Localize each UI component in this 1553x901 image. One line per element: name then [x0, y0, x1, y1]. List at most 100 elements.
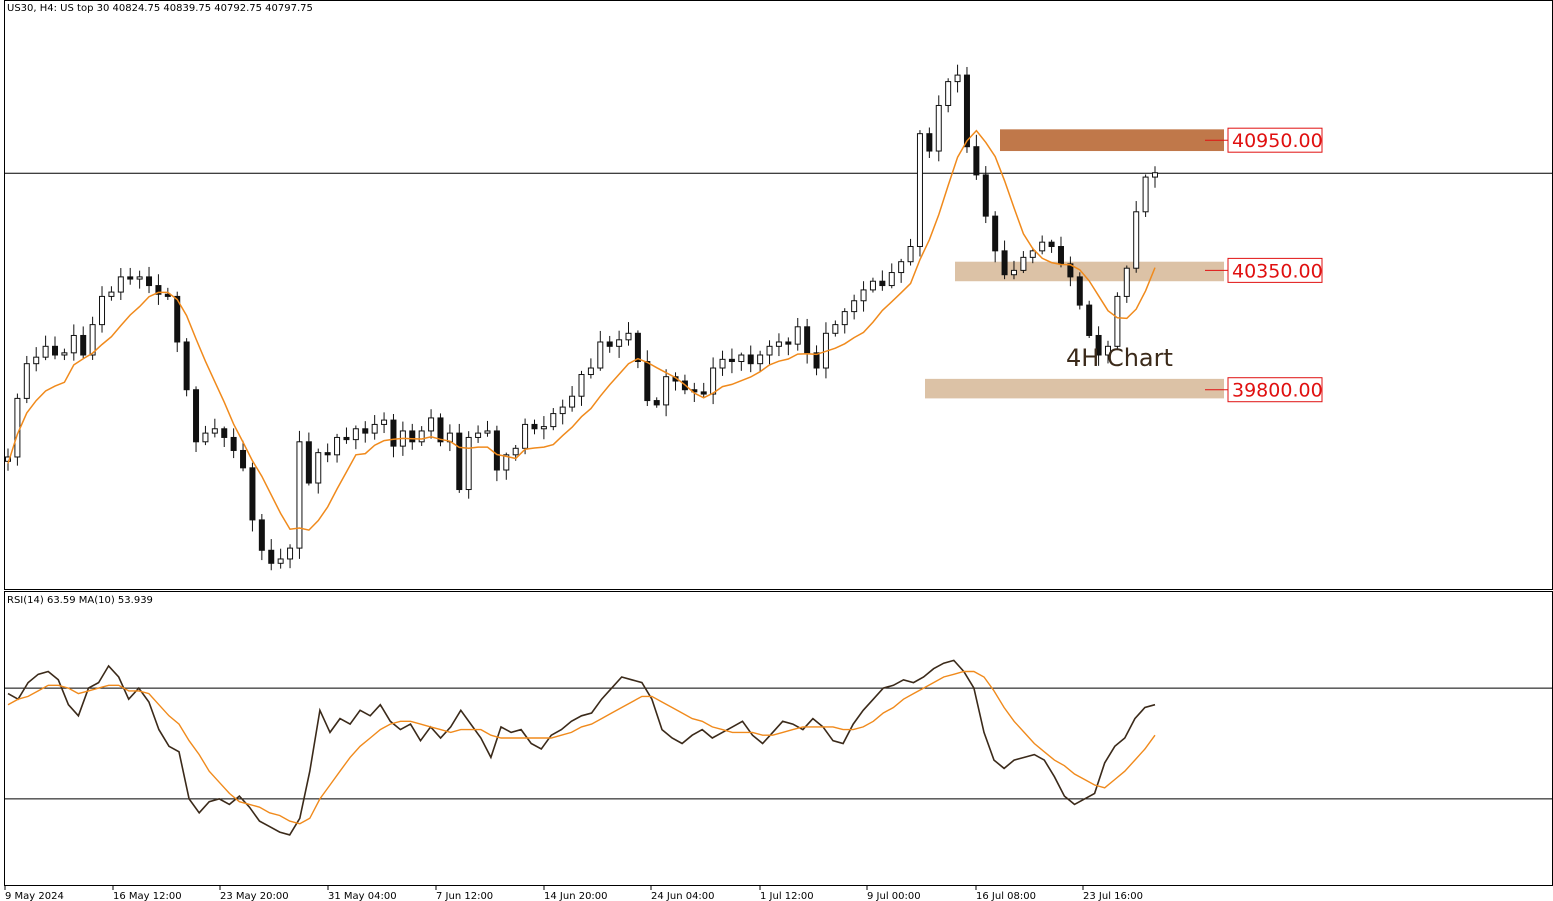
symbol-info: US30, H4: US top 30 40824.75 40839.75 40…: [7, 3, 313, 14]
candle-body: [522, 423, 529, 449]
candle-body: [606, 341, 613, 347]
candle-body: [945, 81, 952, 106]
candle-body: [954, 74, 961, 83]
candle-body: [418, 430, 425, 443]
rsi-ma-line: [7, 670, 1156, 825]
candle-body: [1001, 250, 1008, 276]
candle-body: [569, 395, 576, 408]
candle-body: [117, 276, 124, 293]
candle-body: [193, 389, 200, 443]
candle-body: [42, 345, 49, 358]
candle-body: [258, 519, 265, 551]
level-label-40350.00: 40350.00: [1232, 260, 1323, 282]
moving-average-line: [7, 129, 1156, 531]
candle-body: [503, 454, 510, 471]
candle-body: [1152, 172, 1158, 178]
candle-body: [1067, 263, 1074, 278]
candle-body: [249, 467, 256, 521]
candle-body: [804, 326, 811, 354]
zone-39800.00: [925, 378, 1224, 399]
rsi-title: RSI(14) 63.59 MA(10) 53.939: [7, 595, 153, 606]
candle-body: [653, 400, 660, 406]
candle-body: [268, 549, 275, 564]
candle-body: [14, 397, 21, 458]
level-label-box: [1227, 257, 1323, 283]
candle-body: [136, 276, 143, 280]
x-tick-label: 24 Jun 04:00: [651, 891, 715, 901]
candle-body: [916, 133, 923, 248]
x-tick-label: 14 Jun 20:00: [544, 891, 608, 901]
candle-body: [1086, 304, 1093, 336]
candle-body: [1142, 176, 1149, 213]
candle-body: [992, 215, 999, 252]
candle-body: [493, 430, 500, 471]
candle-body: [540, 426, 547, 430]
zone-40350.00: [955, 261, 1224, 282]
rsi-panel-frame: [4, 591, 1553, 886]
candle-body: [371, 423, 378, 434]
candle-body: [973, 146, 980, 176]
candle-body: [164, 293, 171, 297]
candle-body: [1010, 269, 1017, 276]
candle-body: [550, 413, 557, 428]
candle-body: [277, 558, 284, 564]
main-panel-frame: [4, 0, 1553, 590]
candle-body: [409, 430, 416, 443]
candle-body: [1104, 345, 1111, 356]
candle-body: [841, 311, 848, 326]
candle-body: [127, 276, 134, 280]
candle-body: [785, 341, 792, 345]
candle-body: [230, 436, 237, 451]
chart-annotation: 4H Chart: [1066, 344, 1173, 372]
candle-body: [240, 449, 247, 469]
candle-body: [202, 432, 209, 443]
candle-body: [1039, 241, 1046, 252]
candle-body: [832, 324, 839, 334]
candle-body: [221, 428, 228, 438]
candle-body: [465, 436, 472, 491]
candle-body: [879, 280, 886, 287]
candle-body: [296, 441, 303, 549]
candle-body: [1095, 334, 1102, 356]
level-label-box: [1227, 127, 1323, 153]
candle-body: [982, 174, 989, 217]
candle-body: [475, 432, 482, 438]
candle-body: [634, 332, 641, 363]
level-labels: 40950.00 40350.00 39800.00: [1205, 127, 1323, 403]
candle-body: [155, 285, 162, 295]
candle-body: [1133, 211, 1140, 269]
candle-body: [108, 291, 115, 297]
candle-body: [578, 374, 585, 397]
candle-body: [728, 358, 735, 363]
candle-body: [381, 419, 388, 425]
candle-body: [1123, 267, 1130, 297]
candle-body: [813, 352, 820, 369]
candle-body: [963, 74, 970, 148]
candle-body: [597, 341, 604, 369]
x-axis: 9 May 2024 16 May 12:00 23 May 20:00 31 May…: [4, 886, 1143, 901]
candle-body: [1048, 241, 1055, 248]
level-label-40950.00: 40950.00: [1232, 130, 1323, 152]
candle-body: [926, 133, 933, 152]
candle-body: [860, 289, 867, 302]
candle-body: [663, 376, 670, 406]
zone-40950.00: [1000, 129, 1224, 152]
x-tick-label: 9 Jul 00:00: [867, 891, 921, 901]
candle-body: [33, 356, 40, 365]
candle-body: [352, 428, 359, 441]
candle-body: [625, 332, 632, 341]
candle-body: [719, 358, 726, 369]
x-tick-label: 7 Jun 12:00: [436, 891, 493, 901]
candle-body: [61, 352, 68, 356]
candle-body: [23, 363, 30, 399]
x-tick-label: 23 May 20:00: [220, 891, 289, 901]
candle-body: [747, 354, 754, 365]
x-tick-label: 31 May 04:00: [328, 891, 397, 901]
candle-body: [738, 354, 745, 363]
candle-body: [898, 261, 905, 274]
rsi-line: [7, 659, 1156, 836]
candle-body: [1029, 250, 1036, 258]
candle-body: [512, 447, 519, 456]
candle-body: [644, 361, 651, 402]
candle-body: [907, 246, 914, 263]
